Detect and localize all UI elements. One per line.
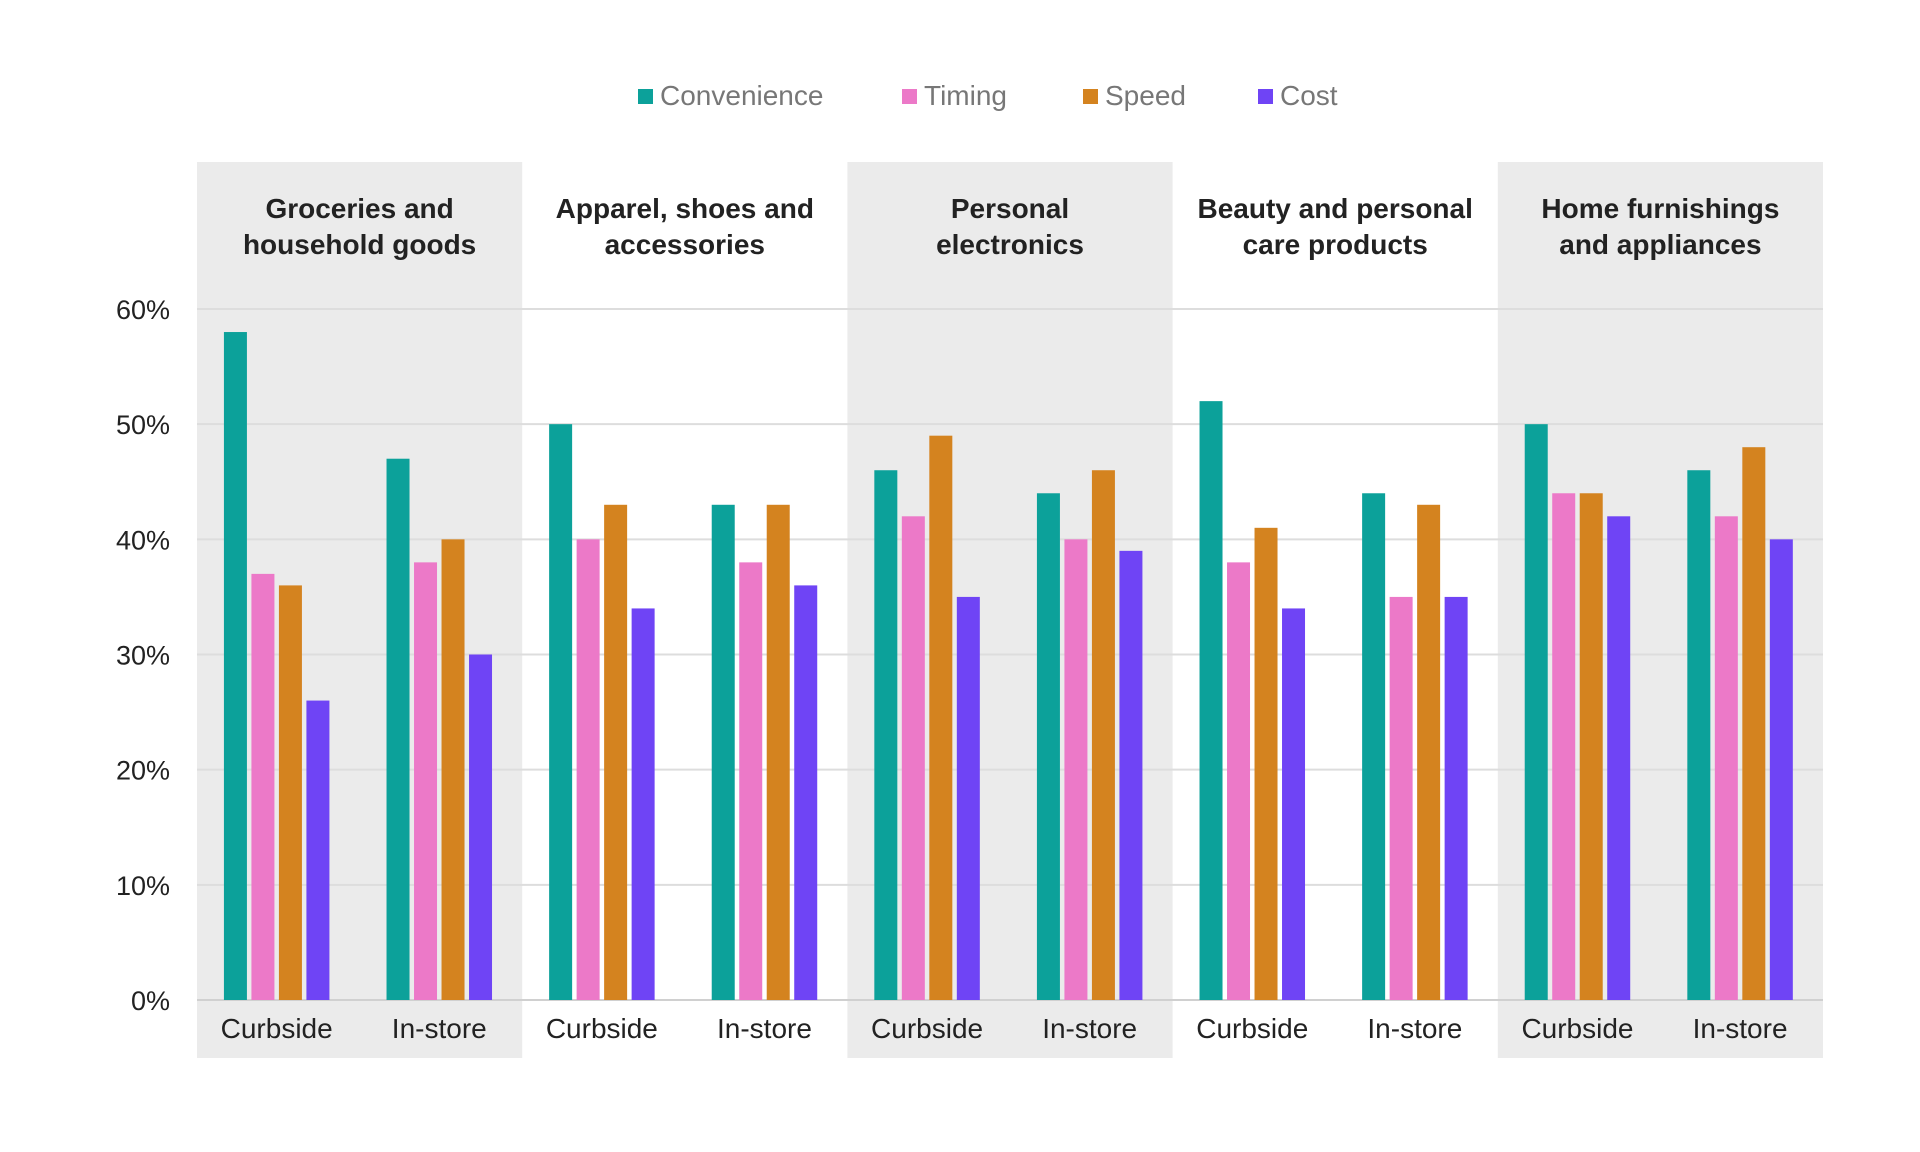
- bar-timing: [1064, 539, 1088, 1000]
- legend-swatch-convenience: [638, 89, 653, 104]
- labels: 0% 10% 20% 30% 40% 50% 60% Curbside In-store Groc…: [116, 193, 1788, 1044]
- group-title: and appliances: [1559, 229, 1761, 260]
- group-title: accessories: [605, 229, 765, 260]
- bar-timing: [251, 573, 275, 1000]
- bar-speed: [278, 585, 302, 1000]
- bar-timing: [1227, 562, 1251, 1000]
- y-tick-label: 20%: [116, 756, 170, 786]
- legend-label: Speed: [1105, 80, 1186, 111]
- legend-label: Cost: [1280, 80, 1338, 111]
- bar-convenience: [1362, 493, 1386, 1000]
- bar-timing: [414, 562, 438, 1000]
- bar-speed: [766, 504, 790, 1000]
- group-panel-bg: [197, 162, 523, 1058]
- group-title: care products: [1243, 229, 1428, 260]
- bar-speed: [929, 435, 953, 1000]
- x-category-label: Curbside: [546, 1013, 658, 1044]
- y-tick-label: 50%: [116, 410, 170, 440]
- x-category-label: In-store: [1367, 1013, 1462, 1044]
- gridlines: [197, 308, 1823, 1001]
- bar-timing: [1389, 596, 1413, 1000]
- bar-cost: [1119, 550, 1143, 1000]
- y-tick-label: 60%: [116, 295, 170, 325]
- bar-cost: [1607, 516, 1631, 1000]
- bar-speed: [441, 539, 465, 1000]
- bar-timing: [576, 539, 600, 1000]
- bar-cost: [1769, 539, 1793, 1000]
- x-category-label: Curbside: [1196, 1013, 1308, 1044]
- bar-timing: [1714, 516, 1738, 1000]
- bar-cost: [631, 608, 655, 1000]
- group-panel-bg: [1497, 162, 1823, 1058]
- group-title: electronics: [936, 229, 1084, 260]
- bar-speed: [1579, 493, 1603, 1000]
- bar-convenience: [1199, 401, 1223, 1001]
- group-title: Personal: [951, 193, 1069, 224]
- bar-speed: [604, 504, 628, 1000]
- group-title: household goods: [243, 229, 476, 260]
- x-category-label: Curbside: [221, 1013, 333, 1044]
- x-category-label: In-store: [1042, 1013, 1137, 1044]
- y-tick-label: 10%: [116, 871, 170, 901]
- bar-cost: [469, 654, 493, 1000]
- group-panel-bg: [847, 162, 1173, 1058]
- x-category-label: In-store: [392, 1013, 487, 1044]
- x-category-label: Curbside: [871, 1013, 983, 1044]
- legend-swatch-cost: [1258, 89, 1273, 104]
- bar-speed: [1417, 504, 1441, 1000]
- bar-convenience: [386, 458, 410, 1000]
- bar-timing: [1552, 493, 1576, 1000]
- bar-convenience: [223, 332, 247, 1000]
- group-title: Groceries and: [265, 193, 453, 224]
- group-title: Home furnishings: [1541, 193, 1779, 224]
- bar-cost: [794, 585, 818, 1000]
- bar-cost: [1444, 596, 1468, 1000]
- bar-convenience: [1687, 470, 1711, 1000]
- y-tick-label: 30%: [116, 641, 170, 671]
- legend-swatch-timing: [902, 89, 917, 104]
- x-category-label: Curbside: [1521, 1013, 1633, 1044]
- group-title: Beauty and personal: [1197, 193, 1472, 224]
- y-tick-label: 0%: [131, 986, 170, 1016]
- x-category-label: In-store: [1693, 1013, 1788, 1044]
- bars: [223, 332, 1793, 1001]
- y-tick-label: 40%: [116, 525, 170, 555]
- bar-convenience: [874, 470, 898, 1000]
- legend-label: Timing: [924, 80, 1007, 111]
- bar-speed: [1742, 447, 1766, 1000]
- legend: Convenience Timing Speed Cost: [638, 80, 1338, 111]
- bar-speed: [1091, 470, 1115, 1000]
- legend-label: Convenience: [660, 80, 823, 111]
- x-category-label: In-store: [717, 1013, 812, 1044]
- bar-timing: [739, 562, 763, 1000]
- legend-swatch-speed: [1083, 89, 1098, 104]
- group-title: Apparel, shoes and: [556, 193, 814, 224]
- bar-convenience: [1036, 493, 1060, 1000]
- bar-cost: [306, 700, 330, 1000]
- bar-speed: [1254, 527, 1278, 1000]
- bar-convenience: [1524, 424, 1548, 1001]
- bar-convenience: [711, 504, 735, 1000]
- bar-timing: [901, 516, 925, 1000]
- bar-convenience: [549, 424, 573, 1001]
- bar-cost: [1282, 608, 1306, 1000]
- bar-cost: [956, 596, 980, 1000]
- group-panel-backgrounds: [197, 162, 1823, 1058]
